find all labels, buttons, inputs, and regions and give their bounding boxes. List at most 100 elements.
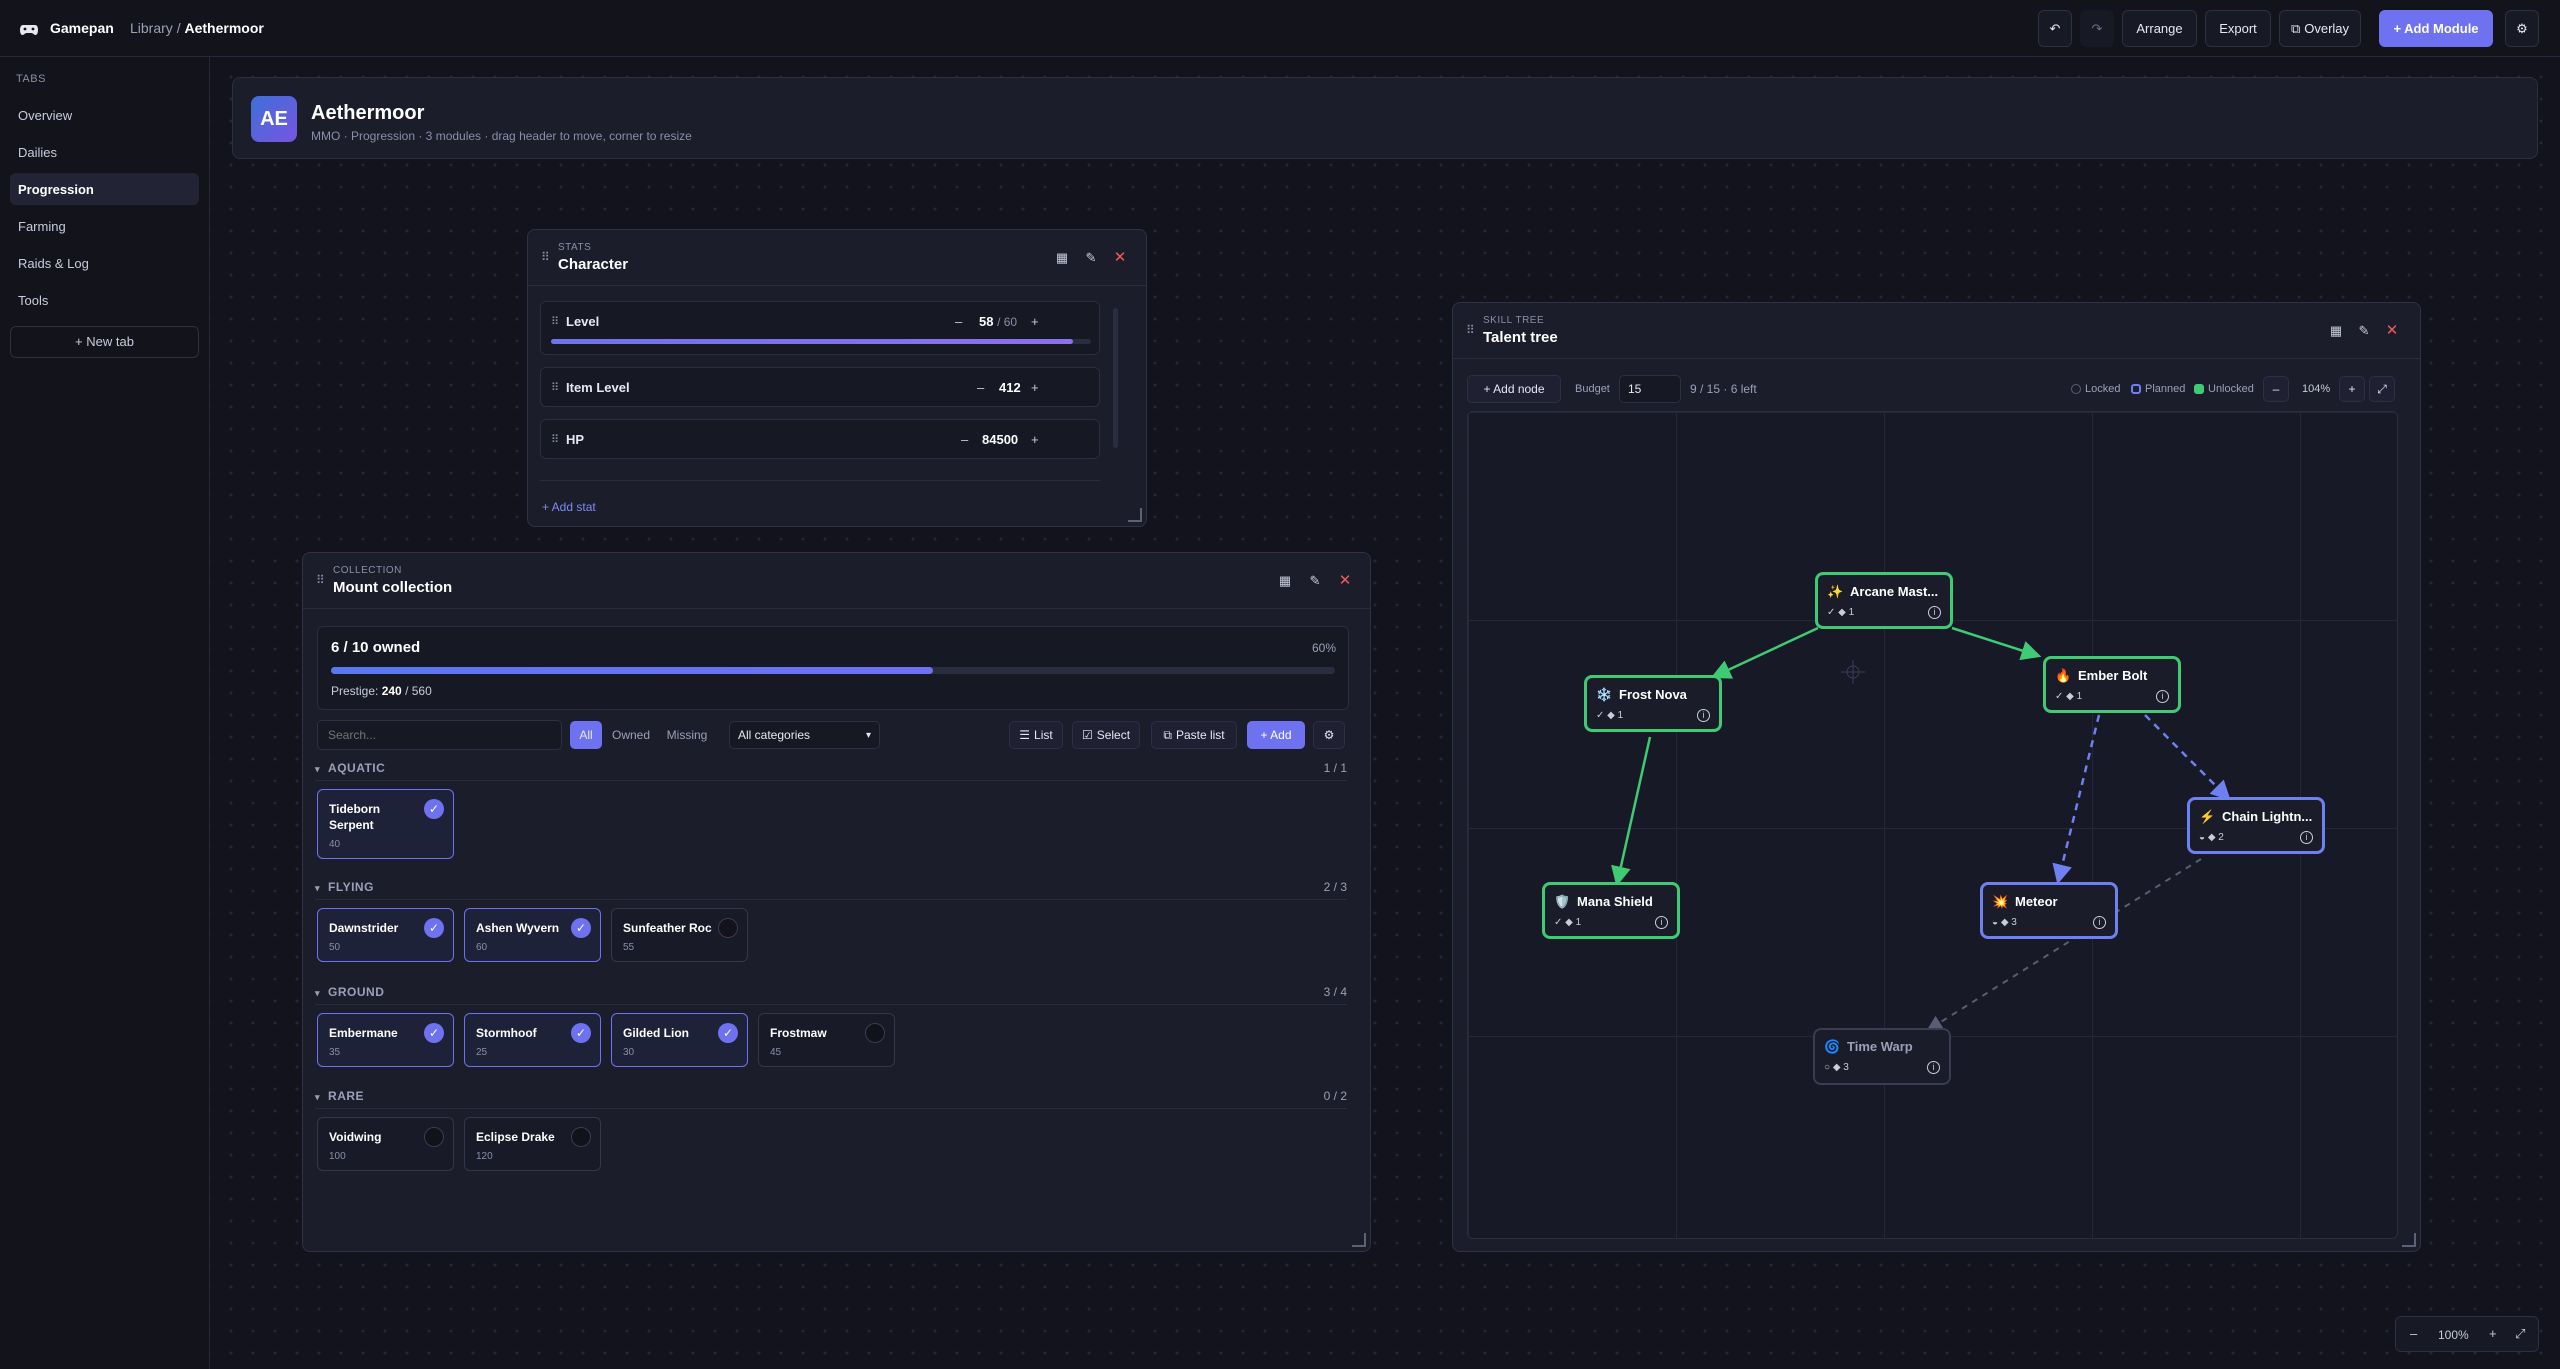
decrement-button[interactable]: – <box>961 432 969 447</box>
unowned-circle-icon[interactable] <box>865 1023 885 1043</box>
undo-button[interactable]: ↶ <box>2038 10 2072 47</box>
drag-handle-icon[interactable]: ⠿ <box>316 573 325 587</box>
owned-check-icon[interactable]: ✓ <box>571 918 591 938</box>
talent-node[interactable]: 💥 Meteor ◒ ◆ 3 i <box>1980 882 2118 939</box>
add-stat-button[interactable]: + Add stat <box>542 500 596 514</box>
edit-icon[interactable]: ✎ <box>2358 323 2370 338</box>
drag-handle-icon[interactable]: ⠿ <box>541 250 550 264</box>
mount-card[interactable]: Dawnstrider 50 ✓ <box>317 908 454 962</box>
zoom-in-button[interactable]: + <box>2339 376 2365 402</box>
stat-value[interactable]: 84500 <box>982 432 1019 447</box>
category-header-aquatic[interactable]: ▾ AQUATIC 1 / 1 <box>315 759 1347 781</box>
decrement-button[interactable]: – <box>955 314 963 329</box>
mount-card[interactable]: Gilded Lion 30 ✓ <box>611 1013 748 1067</box>
category-header-flying[interactable]: ▾ FLYING 2 / 3 <box>315 878 1347 900</box>
overlay-button[interactable]: ⧉ Overlay <box>2279 10 2361 47</box>
search-input[interactable] <box>317 720 562 750</box>
breadcrumb-parent[interactable]: Library <box>130 20 173 36</box>
unowned-circle-icon[interactable] <box>424 1127 444 1147</box>
mount-card[interactable]: Tideborn Serpent 40 ✓ <box>317 789 454 859</box>
sidebar-item-tools[interactable]: Tools <box>18 293 49 308</box>
resize-handle[interactable] <box>1128 508 1142 522</box>
redo-button[interactable]: ↷ <box>2080 10 2114 47</box>
stat-value[interactable]: 412 <box>999 380 1021 395</box>
increment-button[interactable]: + <box>1031 380 1039 395</box>
settings-gear-icon[interactable]: ⚙ <box>2505 10 2539 47</box>
talent-node[interactable]: ❄️ Frost Nova ✓ ◆ 1 i <box>1584 675 1722 732</box>
talent-node[interactable]: ⚡ Chain Lightn... ◒ ◆ 2 i <box>2187 797 2325 854</box>
filter-missing-button[interactable]: Missing <box>666 728 708 742</box>
stat-value[interactable]: 58 / 60 <box>979 314 1018 329</box>
zoom-out-button[interactable]: – <box>2263 376 2289 402</box>
arrange-button[interactable]: Arrange <box>2122 10 2197 47</box>
mount-card[interactable]: Embermane 35 ✓ <box>317 1013 454 1067</box>
sidebar-item-overview[interactable]: Overview <box>18 108 73 123</box>
sidebar-item-raids-log[interactable]: Raids & Log <box>18 256 89 271</box>
info-icon[interactable]: i <box>1655 916 1668 929</box>
info-icon[interactable]: i <box>1697 709 1710 722</box>
mount-card[interactable]: Ashen Wyvern 60 ✓ <box>464 908 601 962</box>
unowned-circle-icon[interactable] <box>571 1127 591 1147</box>
info-icon[interactable]: i <box>1927 1061 1940 1074</box>
collection-panel-header[interactable]: ⠿ COLLECTION Mount collection ▦ ✎ ✕ <box>303 553 1370 609</box>
canvas-zoom-in-button[interactable]: + <box>2489 1326 2497 1341</box>
sidebar-item-farming[interactable]: Farming <box>18 219 66 234</box>
stats-scrollbar[interactable] <box>1113 308 1118 448</box>
close-icon[interactable]: ✕ <box>1338 572 1352 589</box>
budget-input[interactable] <box>1619 375 1681 403</box>
mount-card[interactable]: Voidwing 100 <box>317 1117 454 1171</box>
add-node-button[interactable]: + Add node <box>1467 375 1561 403</box>
talent-node[interactable]: ✨ Arcane Mast... ✓ ◆ 1 i <box>1815 572 1953 629</box>
new-tab-button[interactable]: + New tab <box>10 326 199 358</box>
stack-icon[interactable]: ▦ <box>1278 573 1292 588</box>
mount-card[interactable]: Eclipse Drake 120 <box>464 1117 601 1171</box>
decrement-button[interactable]: – <box>977 380 985 395</box>
talent-node[interactable]: 🛡️ Mana Shield ✓ ◆ 1 i <box>1542 882 1680 939</box>
stack-icon[interactable]: ▦ <box>1055 250 1069 265</box>
drag-handle-icon[interactable]: ⠿ <box>551 434 560 446</box>
drag-handle-icon[interactable]: ⠿ <box>1466 323 1475 337</box>
canvas-zoom-out-button[interactable]: – <box>2410 1326 2418 1341</box>
mount-card[interactable]: Stormhoof 25 ✓ <box>464 1013 601 1067</box>
edit-icon[interactable]: ✎ <box>1309 573 1321 588</box>
owned-check-icon[interactable]: ✓ <box>571 1023 591 1043</box>
select-button[interactable]: ☑ Select <box>1072 721 1140 749</box>
sidebar-item-dailies[interactable]: Dailies <box>18 145 58 160</box>
info-icon[interactable]: i <box>2300 831 2313 844</box>
info-icon[interactable]: i <box>1928 606 1941 619</box>
add-module-button[interactable]: + Add Module <box>2379 10 2493 47</box>
canvas-fit-icon[interactable]: ⤢ <box>2515 1326 2526 1341</box>
category-header-rare[interactable]: ▾ RARE 0 / 2 <box>315 1087 1347 1109</box>
category-header-ground[interactable]: ▾ GROUND 3 / 4 <box>315 983 1347 1005</box>
owned-check-icon[interactable]: ✓ <box>424 799 444 819</box>
paste-list-button[interactable]: ⧉ Paste list <box>1151 721 1237 749</box>
edit-icon[interactable]: ✎ <box>1085 250 1097 265</box>
talent-node[interactable]: 🔥 Ember Bolt ✓ ◆ 1 i <box>2043 656 2181 713</box>
talent-node[interactable]: 🌀 Time Warp ○ ◆ 3 i <box>1813 1028 1951 1085</box>
filter-all-button[interactable]: All <box>570 721 602 749</box>
increment-button[interactable]: + <box>1031 314 1039 329</box>
stats-panel-header[interactable]: ⠿ STATS Character ▦ ✎ ✕ <box>528 230 1146 286</box>
close-icon[interactable]: ✕ <box>2385 322 2399 339</box>
increment-button[interactable]: + <box>1031 432 1039 447</box>
drag-handle-icon[interactable]: ⠿ <box>551 382 560 394</box>
resize-handle[interactable] <box>2402 1233 2416 1247</box>
sidebar-item-progression[interactable]: Progression <box>10 173 199 205</box>
list-view-button[interactable]: ☰ List <box>1009 721 1063 749</box>
close-icon[interactable]: ✕ <box>1113 249 1127 266</box>
resize-handle[interactable] <box>1352 1233 1366 1247</box>
category-select[interactable]: All categories ▾ <box>729 721 880 749</box>
owned-check-icon[interactable]: ✓ <box>424 1023 444 1043</box>
talent-panel-header[interactable]: ⠿ SKILL TREE Talent tree ▦ ✎ ✕ <box>1453 303 2420 359</box>
mount-card[interactable]: Frostmaw 45 <box>758 1013 895 1067</box>
mount-card[interactable]: Sunfeather Roc 55 <box>611 908 748 962</box>
drag-handle-icon[interactable]: ⠿ <box>551 316 560 328</box>
owned-check-icon[interactable]: ✓ <box>718 1023 738 1043</box>
filter-owned-button[interactable]: Owned <box>611 728 651 742</box>
export-button[interactable]: Export <box>2205 10 2271 47</box>
talent-canvas[interactable]: ✨ Arcane Mast... ✓ ◆ 1 i ❄️ Frost Nova ✓ ◆ 1 i 🔥… <box>1467 411 2398 1239</box>
owned-check-icon[interactable]: ✓ <box>424 918 444 938</box>
stack-icon[interactable]: ▦ <box>2329 323 2343 338</box>
unowned-circle-icon[interactable] <box>718 918 738 938</box>
info-icon[interactable]: i <box>2093 916 2106 929</box>
